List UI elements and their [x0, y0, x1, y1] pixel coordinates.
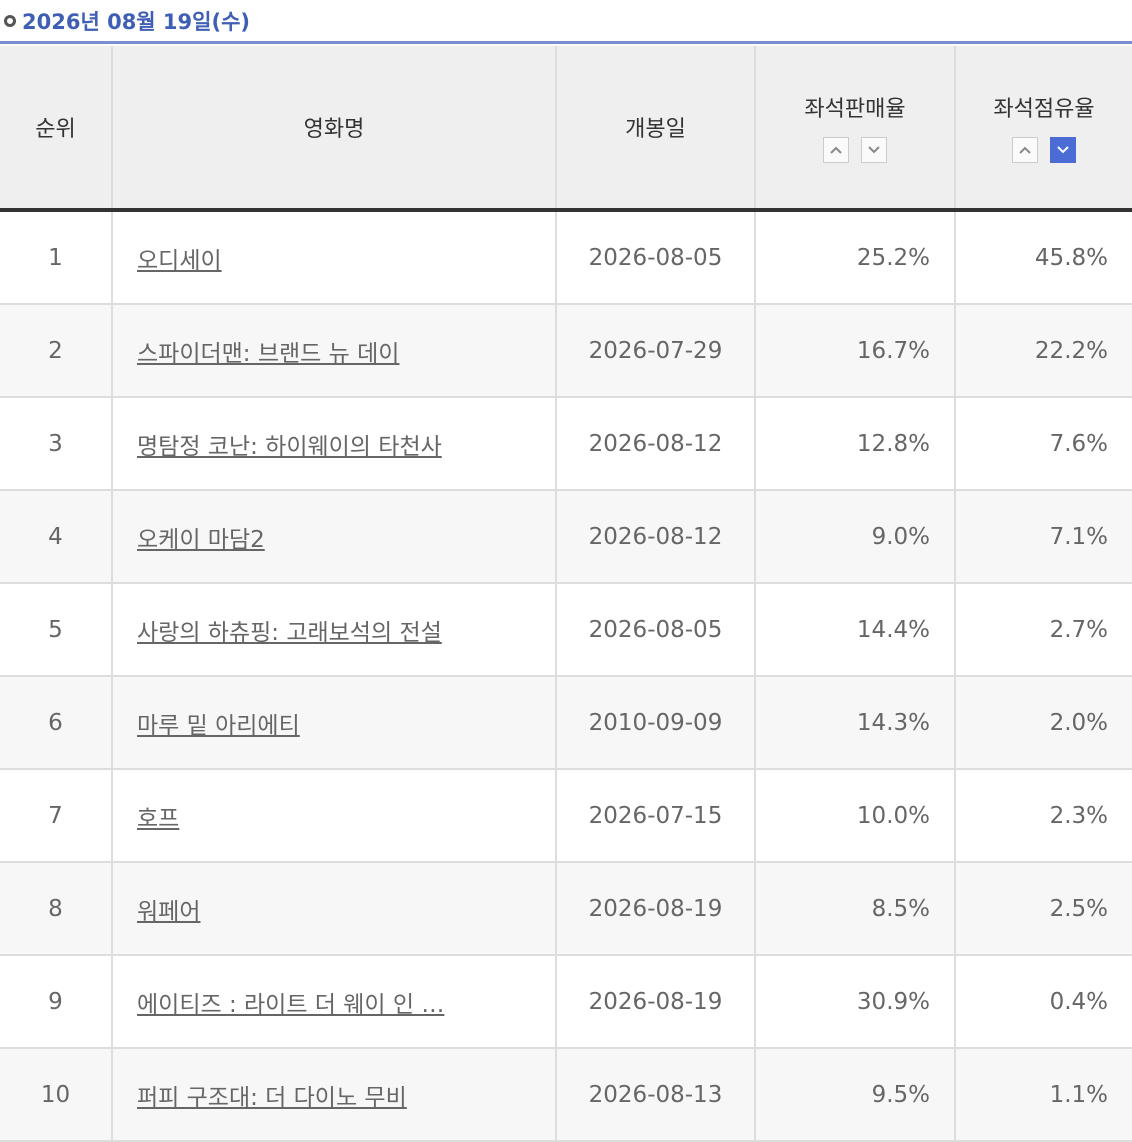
- cell: 2.0%: [954, 676, 1132, 770]
- cell: 퍼피 구조대: 더 다이노 무비: [111, 1048, 556, 1142]
- cell: 0.4%: [954, 955, 1132, 1049]
- cell: 14.3%: [754, 676, 955, 770]
- cell: 2026-08-05: [555, 210, 755, 305]
- cell: 7.1%: [954, 490, 1132, 584]
- cell: 2026-07-15: [555, 769, 755, 863]
- cell: 25.2%: [754, 210, 955, 305]
- table-row: 8 워페어 2026-08-19 8.5% 2.5%: [0, 862, 1132, 956]
- cell: 1.1%: [954, 1048, 1132, 1142]
- movie-link[interactable]: 사랑의 하츄핑: 고래보석의 전설: [137, 619, 442, 646]
- movie-link[interactable]: 워페어: [137, 898, 201, 925]
- cell: 2.3%: [954, 769, 1132, 863]
- column-label: 순위: [35, 117, 76, 142]
- cell: 9: [0, 955, 112, 1049]
- bullet: [4, 14, 16, 27]
- table-row: 1 오디세이 2026-08-05 25.2% 45.8%: [0, 210, 1132, 305]
- cell: 12.8%: [754, 397, 955, 491]
- movie-link[interactable]: 에이티즈 : 라이트 더 웨이 인 …: [137, 991, 445, 1018]
- cell: 2026-08-12: [555, 397, 755, 491]
- cell: 2026-07-29: [555, 304, 755, 398]
- cell: 사랑의 하츄핑: 고래보석의 전설: [111, 583, 556, 677]
- table-row: 4 오케이 마담2 2026-08-12 9.0% 7.1%: [0, 490, 1132, 584]
- table-row: 6 마루 밑 아리에티 2010-09-09 14.3% 2.0%: [0, 676, 1132, 770]
- cell: 에이티즈 : 라이트 더 웨이 인 …: [111, 955, 556, 1049]
- movie-link[interactable]: 오디세이: [137, 247, 222, 274]
- cell: 5: [0, 583, 112, 677]
- cell: 10: [0, 1048, 112, 1142]
- cell: 45.8%: [954, 210, 1132, 305]
- cell: 오디세이: [111, 210, 556, 305]
- table-row: 10 퍼피 구조대: 더 다이노 무비 2026-08-13 9.5% 1.1%: [0, 1048, 1132, 1142]
- cell: 2.5%: [954, 862, 1132, 956]
- movie-link[interactable]: 오케이 마담2: [137, 526, 265, 553]
- cell: 2010-09-09: [555, 676, 755, 770]
- sort-ascending[interactable]: [823, 137, 849, 163]
- date-header: 2026년 08월 19일(수): [0, 0, 1132, 44]
- header-row: 순위 영화명 개봉일 좌석판매율 좌석점유율: [0, 46, 1132, 212]
- table-body: 1 오디세이 2026-08-05 25.2% 45.8% 2 스파이더맨: 브랜드 뉴 데…: [0, 210, 1132, 1142]
- cell: 마루 밑 아리에티: [111, 676, 556, 770]
- cell: 6: [0, 676, 112, 770]
- cell: 16.7%: [754, 304, 955, 398]
- movie-link[interactable]: 호프: [137, 805, 180, 832]
- cell: 8.5%: [754, 862, 955, 956]
- cell: 9.5%: [754, 1048, 955, 1142]
- table-row: 9 에이티즈 : 라이트 더 웨이 인 … 2026-08-19 30.9% 0.4%: [0, 955, 1132, 1049]
- cell: 1: [0, 210, 112, 305]
- cell: 2: [0, 304, 112, 398]
- table-row: 5 사랑의 하츄핑: 고래보석의 전설 2026-08-05 14.4% 2.7%: [0, 583, 1132, 677]
- column-label: 영화명: [303, 117, 365, 142]
- sort-descending[interactable]: [1050, 137, 1076, 163]
- cell: 오케이 마담2: [111, 490, 556, 584]
- table-row: 7 호프 2026-07-15 10.0% 2.3%: [0, 769, 1132, 863]
- column-header: 개봉일: [555, 46, 755, 212]
- cell: 3: [0, 397, 112, 491]
- cell: 2.7%: [954, 583, 1132, 677]
- cell: 4: [0, 490, 112, 584]
- cell: 명탐정 코난: 하이웨이의 타천사: [111, 397, 556, 491]
- column-header: 순위: [0, 46, 112, 212]
- cell: 14.4%: [754, 583, 955, 677]
- cell: 호프: [111, 769, 556, 863]
- movie-link[interactable]: 명탐정 코난: 하이웨이의 타천사: [137, 433, 442, 460]
- column-header: 좌석점유율: [954, 46, 1132, 212]
- cell: 2026-08-13: [555, 1048, 755, 1142]
- sort-ascending[interactable]: [1012, 137, 1038, 163]
- cell: 2026-08-12: [555, 490, 755, 584]
- cell: 30.9%: [754, 955, 955, 1049]
- cell: 2026-08-05: [555, 583, 755, 677]
- table-row: 2 스파이더맨: 브랜드 뉴 데이 2026-07-29 16.7% 22.2%: [0, 304, 1132, 398]
- cell: 8: [0, 862, 112, 956]
- date: 2026년 08월 19일(수): [22, 9, 250, 34]
- cell: 7: [0, 769, 112, 863]
- cell: 7.6%: [954, 397, 1132, 491]
- ranking-table: 순위 영화명 개봉일 좌석판매율 좌석점유율 1 오디세이 2026-08-05 25.2% 4…: [0, 46, 1132, 1142]
- sort-buttons: [757, 137, 953, 163]
- cell: 10.0%: [754, 769, 955, 863]
- column-label: 개봉일: [625, 117, 686, 142]
- table-row: 3 명탐정 코난: 하이웨이의 타천사 2026-08-12 12.8% 7.6%: [0, 397, 1132, 491]
- cell: 9.0%: [754, 490, 955, 584]
- cell: 2026-08-19: [555, 862, 755, 956]
- cell: 워페어: [111, 862, 556, 956]
- column-header: 영화명: [111, 46, 556, 212]
- column-label: 좌석점유율: [993, 97, 1095, 122]
- cell: 2026-08-19: [555, 955, 755, 1049]
- movie-link[interactable]: 스파이더맨: 브랜드 뉴 데이: [137, 340, 400, 367]
- movie-link[interactable]: 퍼피 구조대: 더 다이노 무비: [137, 1084, 407, 1111]
- cell: 22.2%: [954, 304, 1132, 398]
- movie-link[interactable]: 마루 밑 아리에티: [137, 712, 300, 739]
- column-label: 좌석판매율: [804, 97, 906, 122]
- column-header: 좌석판매율: [754, 46, 955, 212]
- sort-buttons: [957, 137, 1131, 163]
- cell: 스파이더맨: 브랜드 뉴 데이: [111, 304, 556, 398]
- sort-descending[interactable]: [861, 137, 887, 163]
